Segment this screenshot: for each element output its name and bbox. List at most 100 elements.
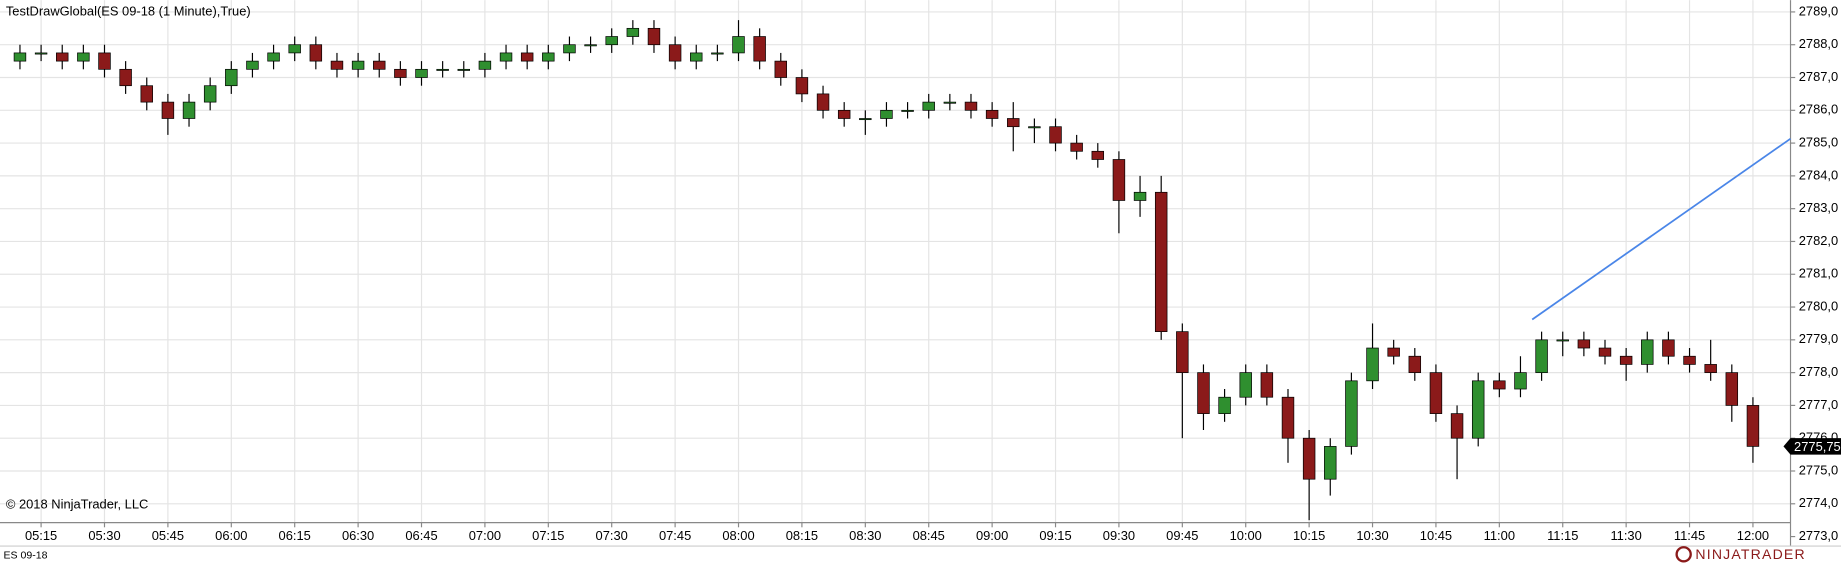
candle-body	[1070, 142, 1083, 152]
candle-body	[140, 85, 153, 103]
candle-body	[34, 52, 48, 55]
candle-body	[774, 60, 788, 78]
y-tick-label: 2780,0	[1799, 298, 1838, 313]
candle-body	[1345, 380, 1358, 447]
x-tick-label: 06:15	[279, 528, 311, 543]
x-tick-label: 07:45	[659, 528, 691, 543]
candle-body	[1619, 355, 1633, 365]
candle-body	[1535, 339, 1548, 373]
candle-body	[1007, 118, 1020, 128]
candle-body	[1556, 339, 1569, 342]
x-tick-label: 10:30	[1356, 528, 1388, 543]
candle-body	[309, 44, 323, 62]
x-tick-label: 08:45	[913, 528, 945, 543]
candle-body	[732, 36, 745, 54]
grid	[0, 0, 1791, 523]
candle-body	[1281, 396, 1295, 439]
candle-body	[1704, 364, 1717, 373]
x-tick-label: 09:30	[1103, 528, 1135, 543]
candle-body	[288, 44, 301, 54]
candle-body	[415, 68, 428, 78]
candle-body	[1324, 446, 1337, 480]
x-tick-label: 11:00	[1484, 528, 1515, 543]
candle-body	[56, 52, 69, 62]
candle-body	[859, 118, 872, 121]
candle-body	[225, 68, 238, 87]
candle-body	[1302, 437, 1316, 480]
candle-body	[1154, 191, 1168, 332]
candle-body	[985, 109, 999, 119]
candle-body	[1133, 191, 1147, 201]
y-tick-label: 2777,0	[1799, 397, 1838, 412]
x-tick-label: 07:00	[469, 528, 501, 543]
candle-body	[1366, 347, 1379, 382]
x-tick-label: 05:45	[152, 528, 184, 543]
candle-body	[690, 52, 703, 62]
x-tick-label: 07:30	[596, 528, 628, 543]
candle-body	[795, 77, 809, 95]
candle-body	[542, 52, 555, 62]
candle-body	[457, 68, 470, 71]
x-tick-label: 07:15	[532, 528, 564, 543]
y-tick-label: 2786,0	[1799, 102, 1838, 117]
x-tick-label: 06:45	[405, 528, 437, 543]
candle-body	[77, 52, 90, 62]
y-tick-label: 2784,0	[1799, 167, 1838, 182]
candle-body	[837, 109, 851, 119]
y-tick-label: 2787,0	[1799, 69, 1838, 84]
y-tick-label: 2781,0	[1799, 266, 1838, 281]
x-tick-label: 10:15	[1293, 528, 1325, 543]
candle-body	[1239, 372, 1252, 398]
candle-body	[1641, 339, 1654, 365]
x-tick-label: 08:30	[849, 528, 881, 543]
x-tick-label: 08:00	[722, 528, 754, 543]
candle-body	[394, 68, 407, 78]
candle-body	[1197, 372, 1210, 414]
candle-body	[711, 52, 724, 55]
candle-body	[330, 60, 344, 70]
candle-body	[1598, 347, 1612, 357]
candle-body	[964, 101, 978, 111]
copyright: © 2018 NinjaTrader, LLC	[6, 496, 148, 511]
x-tick-label: 09:45	[1166, 528, 1198, 543]
candle-body	[203, 85, 217, 103]
candle-body	[668, 44, 682, 62]
candle-body	[161, 101, 175, 119]
candle-body	[478, 60, 492, 70]
candle-body	[816, 93, 830, 111]
candle-body	[880, 109, 893, 119]
y-tick-label: 2785,0	[1799, 134, 1838, 149]
candle-body	[1471, 380, 1485, 439]
candle-body	[1408, 355, 1422, 373]
x-tick-label: 10:45	[1420, 528, 1452, 543]
candle-body	[901, 109, 914, 112]
x-tick-label: 10:00	[1230, 528, 1262, 543]
x-tick-label: 09:15	[1039, 528, 1071, 543]
candle-body	[1112, 159, 1126, 201]
candle-body	[922, 101, 935, 111]
candle-body	[605, 36, 618, 46]
x-tick-label: 08:15	[786, 528, 818, 543]
candle-body	[1725, 372, 1739, 406]
y-tick-label: 2774,0	[1799, 495, 1838, 510]
candle-body	[499, 52, 513, 62]
candle-body	[119, 68, 132, 87]
x-tick-label: 11:15	[1547, 528, 1578, 543]
x-tick-label: 09:00	[976, 528, 1008, 543]
candle-body	[626, 27, 640, 37]
x-tick-label: 06:00	[215, 528, 247, 543]
y-tick-label: 2782,0	[1799, 233, 1838, 248]
candle-body	[753, 36, 766, 62]
y-tick-label: 2783,0	[1799, 200, 1838, 215]
candle-body	[520, 52, 534, 62]
logo-icon	[1675, 546, 1692, 563]
candle-body	[1218, 396, 1231, 414]
candle-body	[1577, 339, 1591, 349]
y-tick-label: 2778,0	[1799, 364, 1838, 379]
brand-logo: NINJATRADER	[1675, 546, 1805, 563]
x-tick-label: 12:00	[1737, 528, 1769, 543]
y-tick-label: 2789,0	[1799, 3, 1838, 18]
x-tick-label: 05:30	[88, 528, 120, 543]
instrument-label: ES 09-18	[4, 549, 48, 561]
y-tick-label: 2788,0	[1799, 36, 1838, 51]
